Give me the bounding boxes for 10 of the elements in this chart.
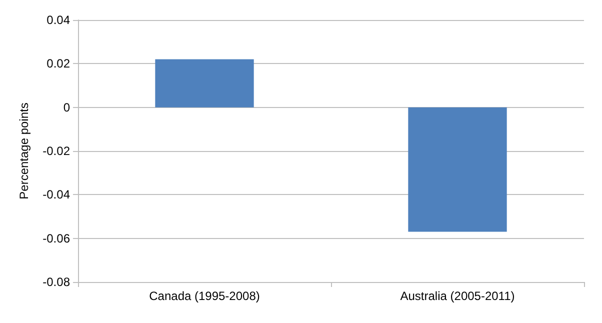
y-tick-label: 0.04 [46, 13, 70, 27]
y-axis-title: Percentage points [17, 102, 31, 200]
x-tick-label: Australia (2005-2011) [400, 289, 515, 303]
y-tick-label: 0 [63, 100, 70, 114]
y-tick-label: 0.02 [46, 56, 70, 71]
y-tick-label: -0.04 [42, 188, 70, 202]
x-tick-label: Canada (1995-2008) [149, 289, 260, 303]
y-tick-label: -0.06 [42, 231, 70, 246]
y-tick-label: -0.02 [42, 144, 70, 158]
y-tick-label: -0.08 [42, 275, 70, 289]
